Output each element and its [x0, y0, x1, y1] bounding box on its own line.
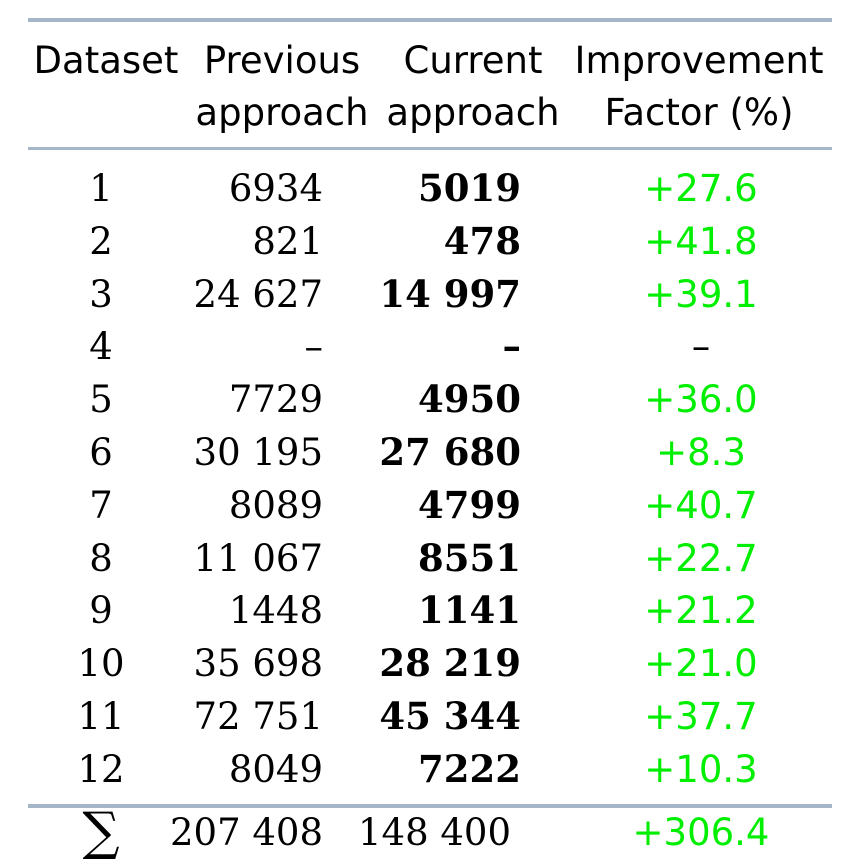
table-cell-previous: 30 195 [193, 431, 323, 474]
table-cell-dataset: 2 [89, 220, 113, 263]
total-current: 148 400 [357, 811, 511, 854]
table-cell-improvement: +21.2 [644, 589, 758, 632]
header-current-line2: approach [386, 91, 560, 134]
table-cell-previous: 11 067 [193, 537, 323, 580]
table-cell-current: 27 680 [379, 430, 521, 474]
table-cell-dataset: 5 [89, 378, 113, 421]
table-cell-previous: 72 751 [193, 695, 323, 738]
table-cell-dataset: 8 [89, 537, 113, 580]
table-cell-previous: 7729 [228, 378, 323, 421]
table-cell-previous: 8089 [228, 484, 323, 527]
table-cell-previous: 24 627 [193, 273, 323, 316]
table-cell-dataset: 4 [89, 325, 113, 368]
table-cell-current: 478 [443, 219, 521, 263]
header-previous-line2: approach [195, 91, 369, 134]
header-dataset: Dataset [33, 39, 179, 82]
total-previous: 207 408 [169, 811, 323, 854]
table-cell-improvement: +22.7 [644, 537, 758, 580]
table-cell-improvement: +21.0 [644, 642, 758, 685]
table-cell-dataset: 6 [89, 431, 113, 474]
table-cell-dataset: 3 [89, 273, 113, 316]
table-cell-current: 1141 [418, 588, 521, 632]
table-cell-current: – [502, 324, 522, 368]
table-cell-current: 7222 [418, 747, 521, 791]
header-improvement-line1: Improvement [574, 39, 824, 82]
header-improvement-line2: Factor (%) [604, 91, 794, 134]
table-cell-improvement: – [691, 325, 711, 368]
table-cell-current: 14 997 [379, 272, 521, 316]
table-cell-previous: 821 [252, 220, 323, 263]
table-cell-current: 4950 [418, 377, 521, 421]
table-cell-current: 45 344 [379, 694, 521, 738]
table-cell-previous: 1448 [228, 589, 323, 632]
header-current-line1: Current [403, 39, 543, 82]
total-rule [28, 804, 832, 808]
table-cell-improvement: +39.1 [644, 273, 758, 316]
total-sum-symbol: ∑ [82, 802, 120, 862]
table-cell-improvement: +8.3 [656, 431, 746, 474]
table-cell-improvement: +10.3 [644, 748, 758, 791]
table-cell-dataset: 12 [77, 748, 125, 791]
table-cell-dataset: 11 [77, 695, 125, 738]
table-cell-improvement: +41.8 [644, 220, 758, 263]
table-cell-current: 8551 [418, 536, 521, 580]
table-cell-improvement: +36.0 [644, 378, 758, 421]
table-cell-current: 4799 [418, 483, 521, 527]
table-cell-previous: 6934 [228, 167, 323, 210]
table-cell-improvement: +27.6 [644, 167, 758, 210]
table-cell-previous: – [304, 325, 324, 368]
table-cell-current: 28 219 [379, 641, 521, 685]
table-cell-previous: 35 698 [193, 642, 323, 685]
table-cell-previous: 8049 [228, 748, 323, 791]
table-cell-current: 5019 [418, 166, 521, 210]
header-rule [28, 147, 832, 150]
table-cell-improvement: +37.7 [644, 695, 758, 738]
table-cell-dataset: 9 [89, 589, 113, 632]
table-cell-dataset: 1 [89, 167, 113, 210]
header-previous-line1: Previous [203, 39, 361, 82]
table-cell-dataset: 10 [77, 642, 125, 685]
total-improvement: +306.4 [632, 811, 770, 854]
top-rule [28, 18, 832, 22]
table-cell-dataset: 7 [89, 484, 113, 527]
table-cell-improvement: +40.7 [644, 484, 758, 527]
